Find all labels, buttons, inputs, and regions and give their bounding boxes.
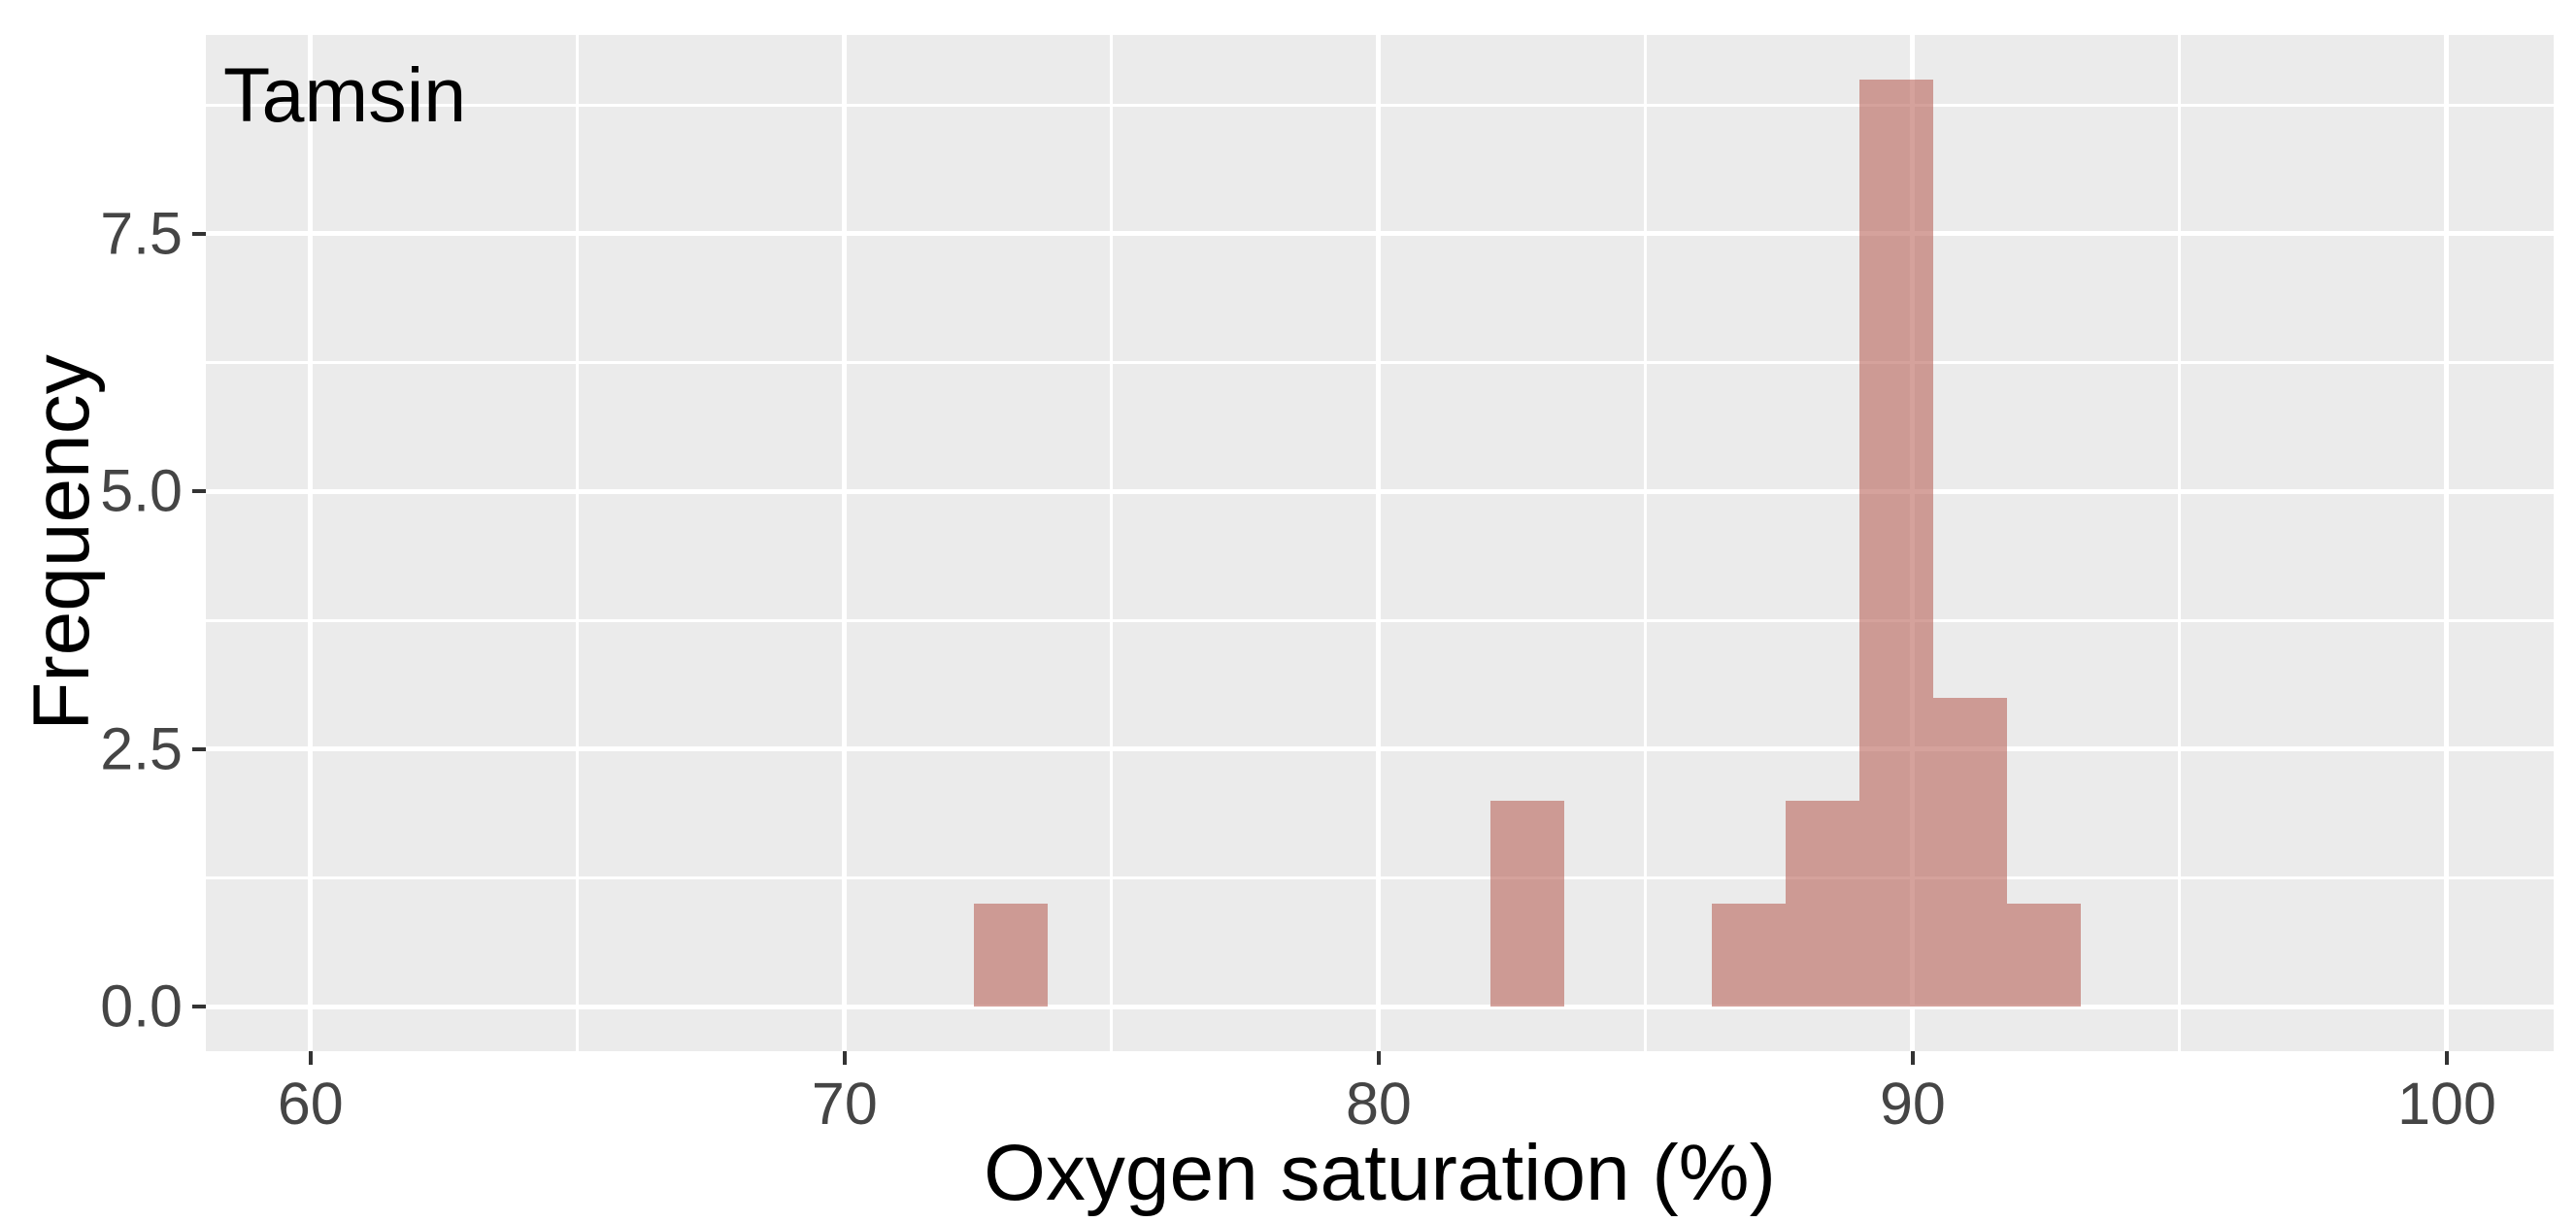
x-gridline-minor (1110, 35, 1114, 1051)
x-tick-label: 90 (1880, 1071, 1946, 1137)
histogram-bar (1786, 800, 1859, 1007)
x-gridline-major (842, 35, 848, 1051)
x-gridline-major (2444, 35, 2450, 1051)
histogram-bar (2006, 904, 2082, 1007)
histogram-bar (1932, 697, 2007, 1007)
y-tick-label: 5.0 (100, 457, 183, 524)
x-gridline-minor (2178, 35, 2182, 1051)
x-tick-label: 80 (1345, 1071, 1412, 1137)
y-tick-mark (192, 231, 206, 236)
y-tick-mark (192, 746, 206, 751)
x-gridline-major (1376, 35, 1382, 1051)
x-tick-mark (842, 1051, 847, 1065)
x-tick-mark (1376, 1051, 1381, 1065)
y-tick-mark (192, 489, 206, 494)
annotation-label: Tamsin (223, 51, 467, 138)
y-tick-label: 7.5 (100, 200, 183, 267)
x-tick-mark (2444, 1051, 2449, 1065)
x-tick-mark (308, 1051, 313, 1065)
y-axis-title: Frequency (17, 354, 106, 731)
plot-panel: Tamsin (206, 35, 2554, 1051)
histogram-bar (1712, 904, 1787, 1007)
histogram-bar (973, 904, 1048, 1007)
x-tick-label: 60 (277, 1071, 344, 1137)
histogram-bar (1858, 79, 1933, 1007)
x-tick-mark (1910, 1051, 1915, 1065)
x-gridline-minor (576, 35, 580, 1051)
x-tick-label: 100 (2397, 1071, 2496, 1137)
y-tick-label: 0.0 (100, 973, 183, 1040)
y-tick-label: 2.5 (100, 715, 183, 782)
histogram-bar (1489, 800, 1564, 1007)
x-tick-label: 70 (811, 1071, 878, 1137)
x-gridline-major (308, 35, 314, 1051)
x-gridline-minor (1644, 35, 1648, 1051)
x-axis-title: Oxygen saturation (%) (984, 1129, 1776, 1217)
y-tick-mark (192, 1005, 206, 1009)
